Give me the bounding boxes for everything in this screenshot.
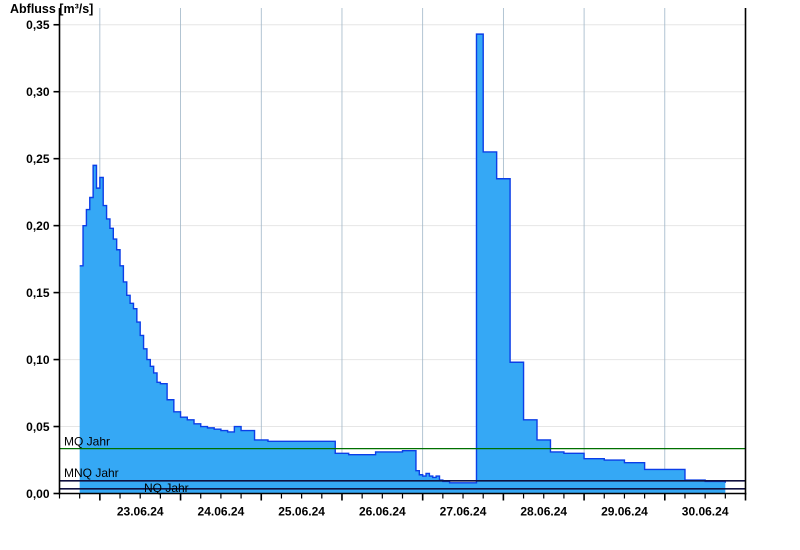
y-axis-tick-label: 0,10 <box>26 353 50 367</box>
x-axis-tick-label: 29.06.24 <box>601 505 648 519</box>
discharge-area-series <box>79 33 727 494</box>
y-axis-tick-label: 0,05 <box>26 420 50 434</box>
reference-line-labels: MQ Jahr MNQ Jahr NQ Jahr <box>64 435 189 495</box>
x-axis-tick-label: 26.06.24 <box>359 505 406 519</box>
reference-line-label-mnq-jahr: MNQ Jahr <box>64 466 119 480</box>
x-axis-tick-label: 28.06.24 <box>520 505 567 519</box>
reference-line-label-mq-jahr: MQ Jahr <box>64 435 110 449</box>
reference-line-label-nq-jahr: NQ Jahr <box>144 481 189 495</box>
x-axis-tick-label: 23.06.24 <box>117 505 164 519</box>
y-axis-tick-label: 0,35 <box>26 18 50 32</box>
x-axis-labels: 23.06.24 24.06.24 25.06.24 26.06.24 27.06.24… <box>117 505 729 519</box>
x-axis-tick-label: 24.06.24 <box>198 505 245 519</box>
x-axis-tick-label: 30.06.24 <box>682 505 729 519</box>
y-axis-tick-label: 0,20 <box>26 219 50 233</box>
reference-lines <box>59 448 746 490</box>
page-title: Abfluss [m³/s] <box>10 2 94 16</box>
y-axis-tick-label: 0,30 <box>26 85 50 99</box>
y-axis-tick-label: 0,25 <box>26 152 50 166</box>
y-axis-tick-label: 0,00 <box>26 487 50 501</box>
y-axis-labels: 0,00 0,05 0,10 0,15 0,20 0,25 0,30 0,35 <box>26 18 50 501</box>
axis-ticks <box>53 23 747 501</box>
x-axis-tick-label: 25.06.24 <box>278 505 325 519</box>
gridlines <box>59 8 746 494</box>
x-axis-tick-label: 27.06.24 <box>440 505 487 519</box>
y-axis-tick-label: 0,15 <box>26 286 50 300</box>
